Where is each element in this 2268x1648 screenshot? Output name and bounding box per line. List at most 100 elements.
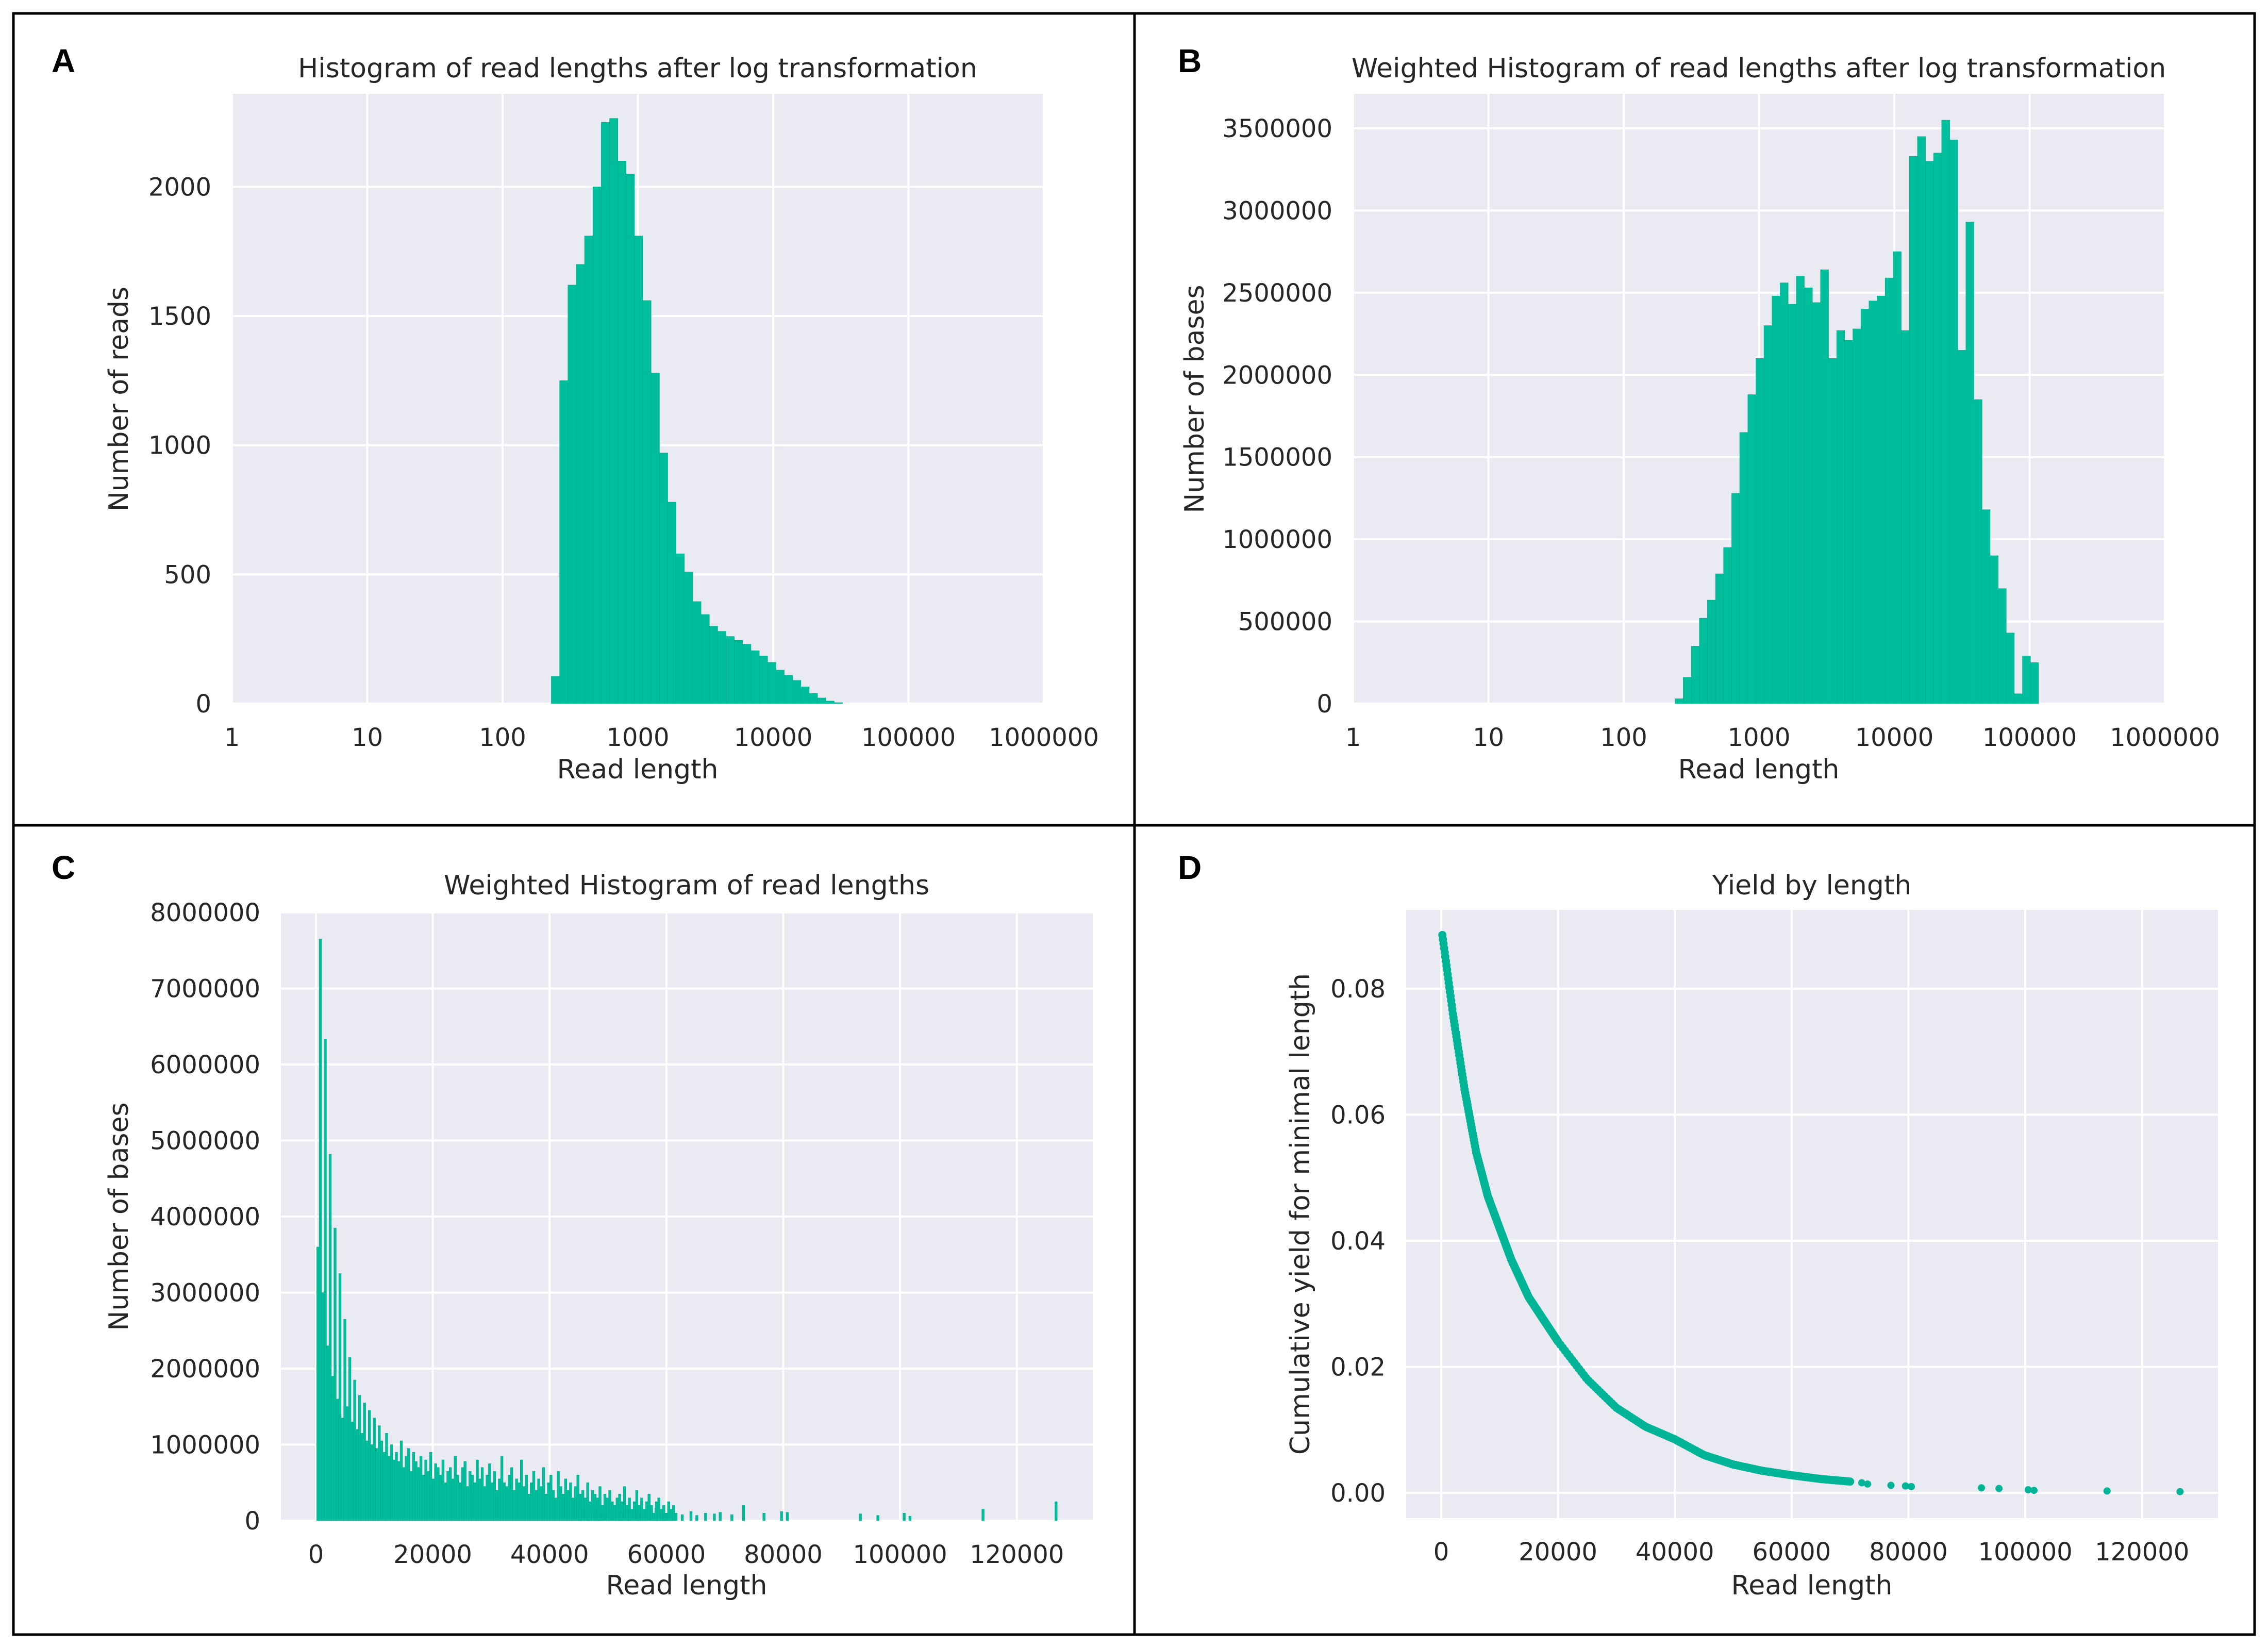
yield-point (1858, 1479, 1865, 1487)
histogram-bar (360, 1433, 364, 1521)
y-tick-label: 1500000 (1222, 443, 1332, 472)
histogram-bar (584, 236, 593, 704)
x-tick-label: 100000 (1978, 1538, 2072, 1567)
panel-d-frame (1133, 824, 2256, 1636)
histogram-bar (587, 1513, 590, 1521)
histogram-bar (441, 1459, 445, 1521)
histogram-bar (628, 1510, 631, 1521)
histogram-bar (480, 1467, 484, 1521)
histogram-bar (382, 1452, 386, 1521)
histogram-bar (730, 1514, 733, 1521)
histogram-bar (527, 1494, 530, 1521)
histogram-bar (385, 1433, 388, 1521)
histogram-bar (338, 1273, 342, 1521)
histogram-bar (1715, 573, 1724, 704)
histogram-bar (593, 1494, 597, 1521)
histogram-bar (544, 1494, 547, 1521)
x-tick-label: 0 (308, 1540, 324, 1569)
histogram-bar (1998, 588, 2007, 704)
histogram-bar (692, 601, 702, 704)
histogram-bar (1828, 358, 1837, 704)
y-tick-label: 2000 (148, 173, 211, 202)
histogram-bar (444, 1482, 447, 1521)
histogram-bar (786, 1512, 789, 1521)
panel-b-letter: B (1178, 42, 1202, 79)
histogram-bar (1901, 330, 1910, 704)
histogram-bar (490, 1482, 494, 1521)
histogram-bar (1788, 304, 1797, 704)
histogram-bar (1981, 509, 1991, 704)
y-tick-label: 500000 (1238, 608, 1332, 637)
histogram-bar (1965, 222, 1974, 704)
x-tick-label: 40000 (510, 1540, 589, 1569)
histogram-bar (667, 1501, 670, 1521)
histogram-bar (431, 1478, 435, 1521)
histogram-bar (439, 1475, 442, 1521)
y-tick-label: 7000000 (150, 975, 260, 1004)
histogram-bar (751, 650, 760, 704)
histogram-bar (388, 1456, 391, 1521)
histogram-bar (1763, 325, 1773, 704)
histogram-bar (370, 1444, 374, 1521)
y-tick-label: 0 (244, 1507, 260, 1536)
histogram-bar (637, 1513, 640, 1521)
histogram-bar (602, 1514, 605, 1521)
histogram-bar (618, 161, 627, 704)
y-tick-label: 2500000 (1222, 279, 1332, 308)
yield-point (2103, 1487, 2111, 1495)
panel-b-x-tick-labels: 1 10 100 1000 10000 100000 1000000 (1345, 723, 2220, 752)
histogram-bar (554, 1497, 558, 1521)
histogram-bar (434, 1463, 437, 1521)
panel-d-y-tick-labels: 0.00 0.02 0.04 0.06 0.08 (1330, 975, 1386, 1508)
histogram-bar (780, 1511, 783, 1521)
histogram-bar (564, 1478, 568, 1521)
histogram-bar (578, 1509, 581, 1521)
histogram-bar (1683, 677, 1692, 704)
histogram-bar (532, 1471, 536, 1521)
x-tick-label: 1000000 (989, 723, 1099, 752)
histogram-bar (654, 1508, 658, 1521)
histogram-bar (609, 118, 618, 704)
histogram-bar (574, 1486, 577, 1521)
x-tick-label: 10 (1473, 723, 1504, 752)
y-tick-label: 0.00 (1330, 1479, 1386, 1508)
histogram-bar (561, 1494, 565, 1521)
histogram-bar (331, 1376, 334, 1521)
histogram-bar (701, 614, 710, 704)
histogram-bar (1731, 493, 1740, 704)
histogram-bar (1860, 309, 1870, 704)
histogram-bar (625, 1505, 629, 1521)
histogram-bar (713, 1513, 716, 1521)
histogram-bar (373, 1418, 376, 1521)
histogram-bar (552, 1490, 555, 1521)
yield-point (1902, 1482, 1909, 1490)
histogram-bar (1957, 350, 1966, 704)
panel-d-title: Yield by length (1712, 870, 1911, 901)
histogram-bar (1772, 295, 1780, 704)
histogram-bar (718, 631, 726, 704)
histogram-bar (1699, 618, 1708, 704)
histogram-bar (651, 373, 660, 704)
y-tick-label: 1500 (148, 302, 211, 331)
x-tick-label: 1000000 (2110, 723, 2220, 752)
y-tick-label: 6000000 (150, 1051, 260, 1079)
histogram-bar (2022, 656, 2031, 704)
histogram-bar (672, 1512, 675, 1521)
x-tick-label: 80000 (744, 1540, 823, 1569)
histogram-bar (670, 1509, 673, 1521)
histogram-bar (488, 1463, 491, 1521)
y-tick-label: 2000000 (1222, 361, 1332, 390)
histogram-bar (356, 1429, 359, 1521)
histogram-bar (660, 1509, 663, 1521)
yield-point (1864, 1480, 1872, 1488)
histogram-bar (876, 1515, 879, 1521)
panel-d-y-label: Cumulative yield for minimal length (1285, 973, 1316, 1455)
histogram-bar (597, 1511, 601, 1521)
panel-b: B 1 10 100 1000 10000 100000 1000000 0 500000 10… (1178, 42, 2220, 785)
histogram-bar (483, 1486, 487, 1521)
panel-c: C 0 20000 40000 60000 80000 100000 120000 0 100… (52, 849, 1093, 1601)
panel-a-x-label: Read length (557, 754, 719, 785)
yield-point (1995, 1485, 2003, 1492)
panel-d-points (1438, 930, 2184, 1495)
histogram-bar (1820, 269, 1829, 704)
